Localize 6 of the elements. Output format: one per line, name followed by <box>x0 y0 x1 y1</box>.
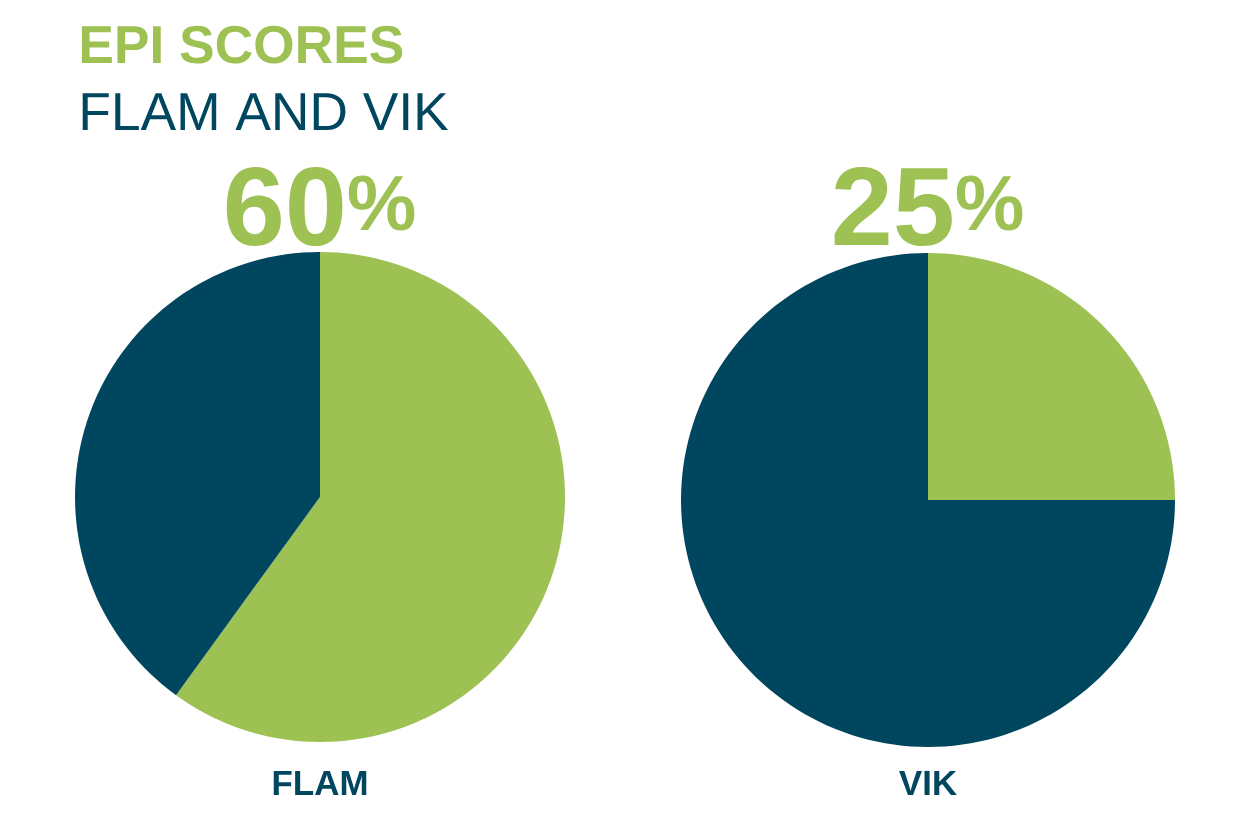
data-label: 60$^{%}$ <box>226 167 415 247</box>
data-label: 25$^{%}$ <box>834 167 1023 247</box>
chart-title: EPI SCORES <box>81 25 403 64</box>
chart-subtitle: FLAM AND VIK <box>82 93 449 130</box>
text: FLAM <box>273 770 367 795</box>
text: VIK <box>899 770 957 795</box>
